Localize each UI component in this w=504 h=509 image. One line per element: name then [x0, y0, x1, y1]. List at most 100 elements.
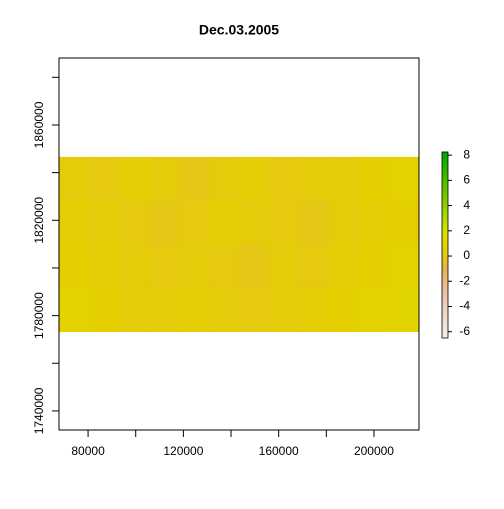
legend-swatch: [442, 152, 448, 155]
legend-swatch: [442, 242, 448, 246]
legend-swatch: [442, 270, 448, 274]
raster-cell: [269, 156, 300, 202]
raster-cell: [209, 200, 240, 245]
legend-swatch: [442, 219, 448, 223]
raster-cell: [329, 200, 360, 245]
legend-swatch: [442, 249, 448, 253]
legend-frame: [441, 151, 449, 339]
legend-swatch: [442, 238, 448, 241]
legend-swatch: [442, 177, 448, 181]
legend-swatch: [442, 198, 448, 202]
raster-cell: [389, 156, 420, 202]
legend-swatch: [442, 191, 448, 195]
legend-swatch: [442, 186, 448, 190]
y-tick-label: 1780000: [32, 292, 46, 339]
raster-cell: [389, 287, 420, 333]
legend-swatch: [442, 303, 448, 306]
raster-cell: [119, 200, 150, 245]
y-tick-label: 1740000: [32, 387, 46, 434]
raster-cell: [89, 244, 120, 289]
legend-swatch: [442, 300, 448, 304]
legend-swatch: [442, 170, 448, 174]
raster-cell: [239, 200, 270, 245]
raster-cell: [179, 200, 210, 245]
legend-swatch: [442, 286, 448, 290]
raster-cell: [389, 200, 420, 245]
legend-swatch: [442, 179, 448, 183]
raster-cell: [299, 244, 330, 289]
raster-cell: [239, 244, 270, 289]
raster-cell: [59, 244, 90, 289]
legend-swatch: [442, 317, 448, 320]
legend-tick-label: 8: [463, 147, 470, 161]
legend-swatch: [442, 289, 448, 292]
legend-swatch: [442, 168, 448, 171]
legend-swatch: [442, 296, 448, 299]
plot-frame: [58, 57, 420, 431]
raster-cell: [329, 156, 360, 202]
legend-swatch: [442, 200, 448, 204]
legend-swatch: [442, 284, 448, 288]
legend-swatch: [442, 158, 448, 162]
legend-swatch: [442, 231, 448, 234]
x-tick-label: 80000: [71, 444, 105, 458]
raster-cell: [209, 287, 240, 333]
legend-swatch: [442, 321, 448, 325]
x-tick-label: 160000: [259, 444, 299, 458]
chart-title: Dec.03.2005: [199, 22, 279, 38]
legend-swatch: [442, 184, 448, 188]
legend-tick-label: -2: [459, 273, 470, 287]
raster-cell: [269, 287, 300, 333]
legend-swatch: [442, 217, 448, 220]
legend-swatch: [442, 226, 448, 230]
legend-swatch: [442, 156, 448, 160]
x-tick-label: 120000: [163, 444, 203, 458]
raster-cell: [119, 244, 150, 289]
raster-cell: [59, 287, 90, 333]
legend-tick-label: 2: [463, 223, 470, 237]
legend-swatch: [442, 331, 448, 334]
x-tick-label: 200000: [354, 444, 394, 458]
legend-swatch: [442, 277, 448, 281]
raster-cell: [269, 200, 300, 245]
raster-cell: [149, 287, 180, 333]
legend-tick-label: 6: [463, 173, 470, 187]
raster-cell: [209, 244, 240, 289]
raster-cell: [149, 200, 180, 245]
raster-cell: [179, 156, 210, 202]
raster-cell: [239, 156, 270, 202]
raster-cell: [359, 287, 390, 333]
legend-swatch: [442, 165, 448, 169]
raster-cell: [269, 244, 300, 289]
legend-swatch: [442, 189, 448, 192]
legend-swatch: [442, 240, 448, 244]
legend-swatch: [442, 268, 448, 271]
raster-cell: [119, 156, 150, 202]
raster-cell: [59, 156, 90, 202]
legend-swatch: [442, 333, 448, 337]
legend-swatch: [442, 175, 448, 178]
legend-swatch: [442, 172, 448, 176]
raster-cell: [389, 244, 420, 289]
legend-swatch: [442, 182, 448, 185]
legend-swatch: [442, 279, 448, 283]
legend-swatch: [442, 265, 448, 269]
raster-cell: [299, 200, 330, 245]
raster-cell: [359, 200, 390, 245]
legend-swatch: [442, 324, 448, 327]
legend-swatch: [442, 326, 448, 330]
legend-swatch: [442, 214, 448, 218]
legend-swatch: [442, 328, 448, 332]
legend-swatch: [442, 228, 448, 232]
legend-swatch: [442, 210, 448, 213]
legend-swatch: [442, 272, 448, 276]
legend-swatch: [442, 161, 448, 165]
raster-cell: [359, 244, 390, 289]
raster-cell: [89, 287, 120, 333]
raster-cell: [179, 287, 210, 333]
legend-swatch: [442, 205, 448, 209]
raster-cell: [89, 200, 120, 245]
legend-swatch: [442, 291, 448, 295]
raster-cell: [89, 156, 120, 202]
legend-swatch: [442, 263, 448, 267]
